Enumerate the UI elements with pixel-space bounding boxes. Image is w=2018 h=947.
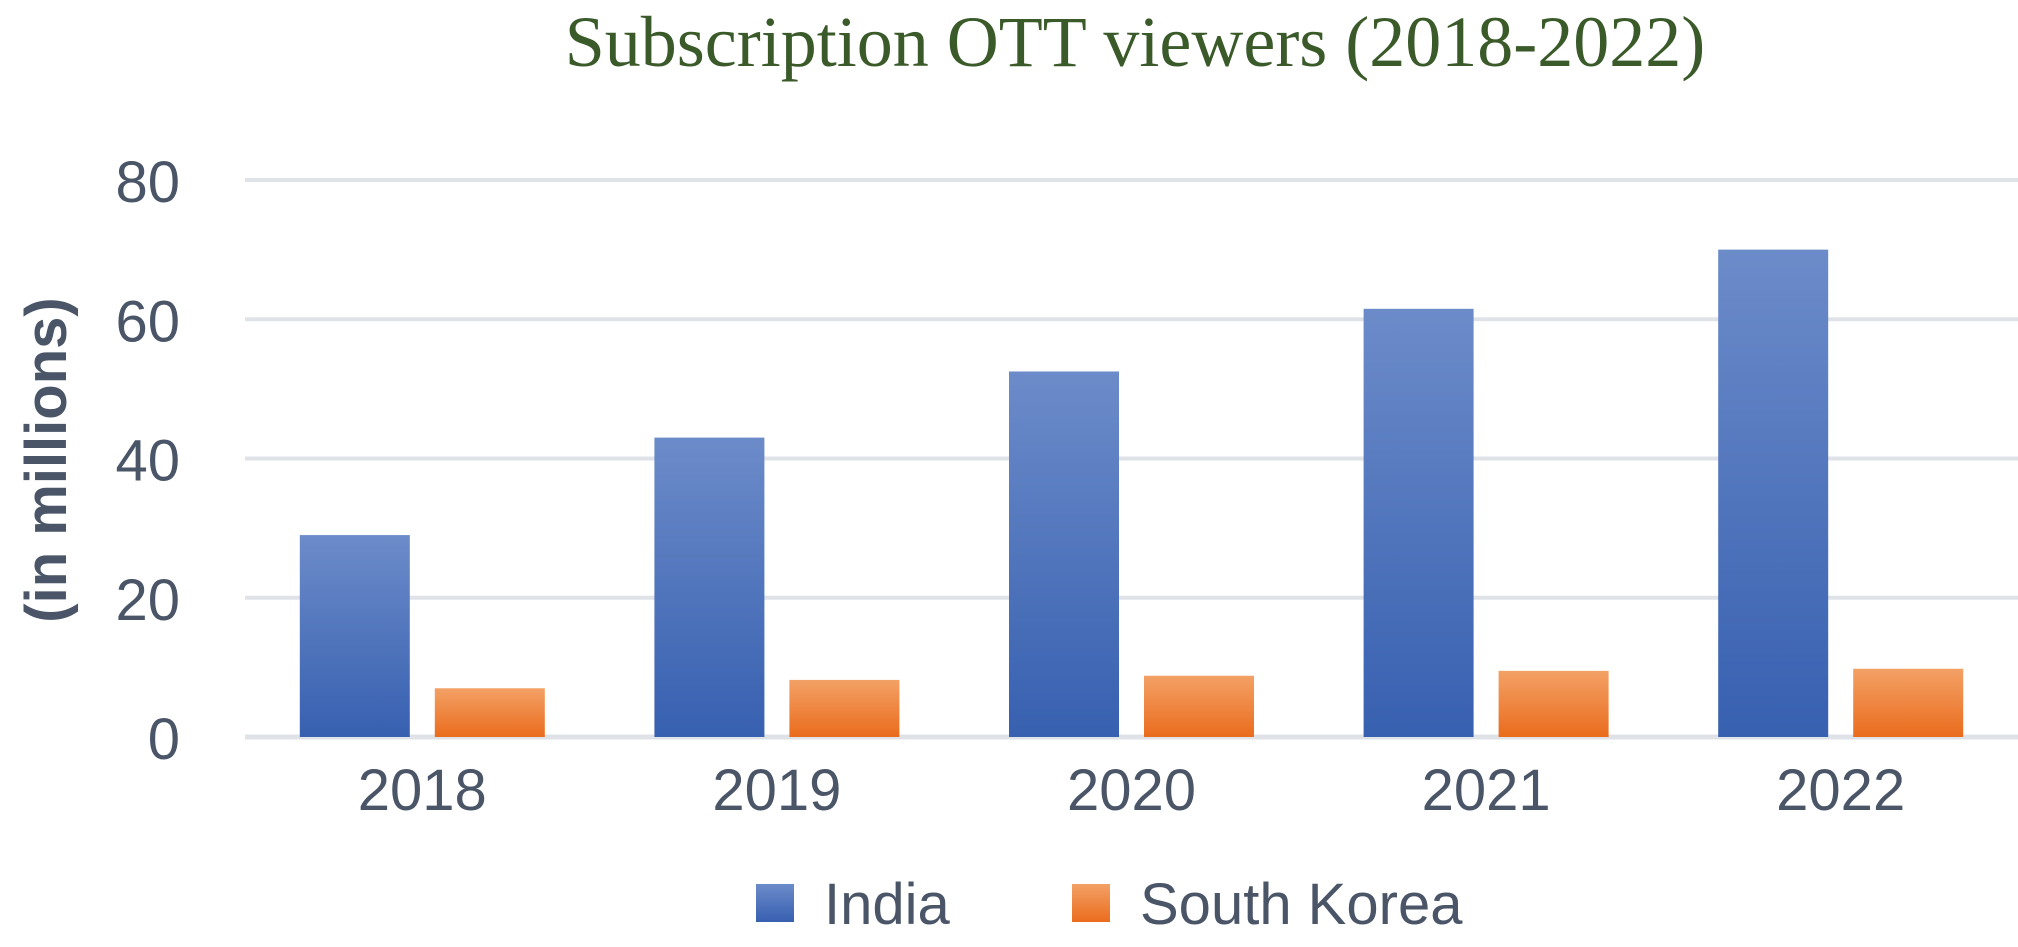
bar-south-korea-2022 [1853, 668, 1964, 737]
bar-south-korea-2018 [434, 688, 545, 737]
x-tick-label: 2019 [712, 758, 841, 823]
x-axis-ticks: 2018 2019 2020 2021 2022 [358, 758, 1905, 823]
bar-south-korea-2020 [1144, 675, 1254, 737]
x-tick-label: 2022 [1776, 758, 1905, 823]
bar-groups [299, 249, 1964, 737]
legend-swatch-india [756, 884, 794, 922]
bar-india-2020 [1009, 371, 1119, 737]
legend: India South Korea [756, 872, 1463, 937]
x-tick-label: 2020 [1067, 758, 1196, 823]
y-axis-ticks: 0 20 40 60 80 [115, 150, 180, 772]
bar-india-2018 [299, 535, 410, 737]
x-tick-label: 2018 [358, 758, 487, 823]
bar-south-korea-2021 [1498, 670, 1609, 737]
y-tick-label: 0 [148, 707, 180, 772]
bar-india-2021 [1363, 308, 1474, 737]
y-tick-label: 20 [115, 568, 180, 633]
chart-title: Subscription OTT viewers (2018-2022) [565, 2, 1706, 82]
x-tick-label: 2021 [1422, 758, 1551, 823]
bar-india-2019 [654, 437, 765, 737]
bar-south-korea-2019 [789, 679, 900, 737]
legend-swatch-south-korea [1072, 884, 1110, 922]
y-axis-label: (in millions) [14, 297, 79, 622]
y-tick-label: 40 [115, 429, 180, 494]
legend-label-india: India [824, 872, 951, 937]
bar-india-2022 [1718, 249, 1829, 737]
y-tick-label: 80 [115, 150, 180, 215]
y-tick-label: 60 [115, 289, 180, 354]
legend-label-south-korea: South Korea [1140, 872, 1463, 937]
